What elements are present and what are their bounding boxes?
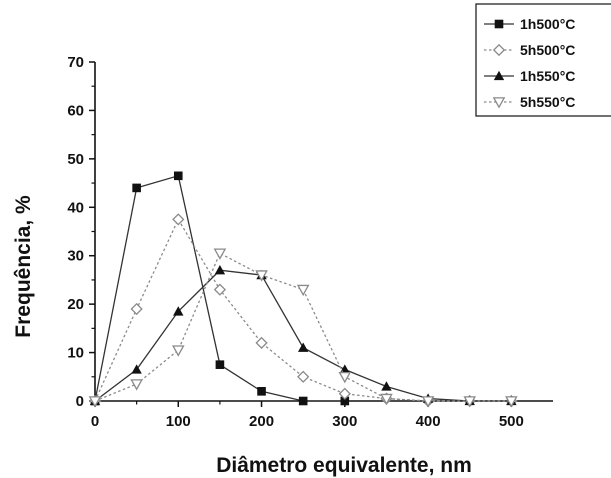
series-2	[88, 213, 518, 408]
data-point	[463, 396, 477, 408]
data-point	[297, 370, 310, 383]
data-point	[132, 183, 141, 193]
y-tick-label: 0	[76, 393, 84, 410]
series-4	[88, 248, 518, 408]
data-point	[296, 284, 310, 297]
y-tick-label: 40	[67, 199, 84, 216]
data-point	[380, 393, 393, 406]
legend: 1h500°C 5h500°C 1h550°C 5h550°C	[475, 3, 611, 117]
x-tick-label: 0	[91, 413, 99, 430]
x-tick-label: 200	[249, 413, 274, 430]
y-tick-label: 60	[67, 102, 84, 119]
data-point	[257, 387, 266, 396]
data-point	[505, 396, 518, 408]
data-point	[340, 396, 350, 406]
legend-label: 1h500°C	[520, 16, 575, 32]
data-point	[130, 379, 143, 391]
data-point	[131, 364, 142, 374]
x-axis-ticks: 0 100 200 300 400 500	[91, 401, 524, 430]
data-point	[215, 360, 225, 369]
y-tick-label: 20	[67, 296, 84, 313]
x-tick-label: 300	[332, 413, 357, 430]
series-line	[94, 218, 512, 402]
y-axis-ticks: 0 10 20 30 40 50 60 70	[67, 54, 95, 410]
data-point	[173, 306, 184, 316]
data-point	[88, 396, 102, 408]
x-tick-label: 400	[416, 413, 441, 430]
data-point	[421, 396, 435, 408]
y-tick-label: 10	[67, 345, 84, 362]
y-axis-title: Frequência, %	[12, 195, 35, 338]
legend-label: 1h550°C	[520, 68, 575, 84]
data-point	[338, 387, 351, 400]
data-point	[297, 342, 309, 352]
y-tick-label: 70	[67, 54, 84, 71]
y-tick-label: 50	[67, 151, 84, 168]
series-layer	[88, 171, 518, 408]
legend-marker	[493, 70, 505, 81]
data-point	[173, 171, 183, 181]
x-tick-label: 100	[166, 413, 191, 430]
y-tick-label: 30	[67, 248, 84, 265]
legend-marker	[492, 43, 506, 57]
data-point	[213, 283, 227, 296]
legend-label: 5h500°C	[520, 42, 575, 58]
legend-marker	[494, 19, 504, 29]
data-point	[298, 396, 308, 406]
data-point	[172, 213, 185, 226]
x-tick-label: 500	[499, 413, 524, 430]
data-point	[338, 371, 352, 384]
data-point	[130, 302, 143, 316]
data-point	[255, 270, 268, 282]
legend-label: 5h550°C	[520, 94, 575, 110]
data-point	[171, 345, 185, 357]
data-point	[214, 265, 226, 275]
data-point	[381, 381, 392, 391]
x-axis-title: Diâmetro equivalente, nm	[216, 454, 472, 477]
data-point	[255, 336, 268, 350]
data-point	[213, 248, 227, 260]
legend-marker	[492, 97, 506, 109]
